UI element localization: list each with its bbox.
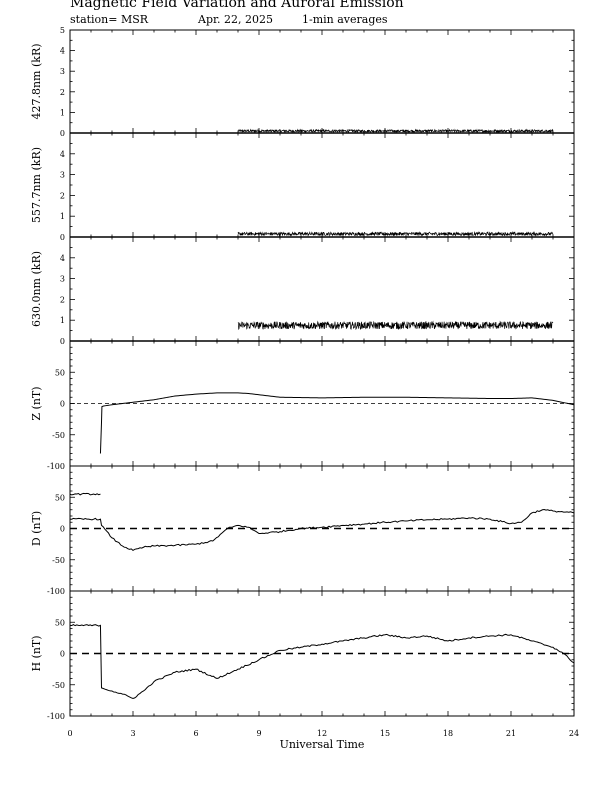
y-tick-label: 2 <box>60 191 65 200</box>
y-tick-label: 2 <box>60 88 65 97</box>
y-tick-label: 2 <box>60 295 65 304</box>
y-tick-label: 50 <box>55 493 65 502</box>
y-tick-label: 0 <box>60 233 65 242</box>
averaging-label: 1-min averages <box>302 13 388 26</box>
series-line-H-0 <box>69 624 575 700</box>
y-axis-label-H: H (nT) <box>30 635 43 671</box>
panel-frame-427.8nm <box>69 29 575 134</box>
y-tick-label: 3 <box>60 171 65 180</box>
y-tick-label: 0 <box>60 650 65 659</box>
y-tick-label: 0 <box>60 400 65 409</box>
chart-title: Magnetic Field Variation and Auroral Emi… <box>70 0 404 11</box>
x-tick-label: 0 <box>67 729 72 738</box>
y-tick-label: 1 <box>60 316 65 325</box>
x-tick-label: 6 <box>193 729 198 738</box>
x-tick-label: 24 <box>569 729 579 738</box>
y-tick-label: -100 <box>47 462 65 471</box>
x-axis-label: Universal Time <box>280 738 365 751</box>
series-line-557.7nm-0 <box>237 230 554 237</box>
y-tick-label: 0 <box>60 129 65 138</box>
y-tick-label: -50 <box>52 681 65 690</box>
y-tick-label: 0 <box>60 337 65 346</box>
y-tick-label: 1 <box>60 212 65 221</box>
y-axis-label-Z: Z (nT) <box>30 386 43 420</box>
series-line-Z-0 <box>99 392 575 454</box>
series-line-D-1 <box>69 508 575 551</box>
x-tick-label: 9 <box>256 729 261 738</box>
y-tick-label: 50 <box>55 368 65 377</box>
x-tick-label: 21 <box>506 729 516 738</box>
y-tick-label: 1 <box>60 108 65 117</box>
date-label: Apr. 22, 2025 <box>198 13 274 26</box>
y-tick-label: -50 <box>52 431 65 440</box>
series-line-D-0 <box>69 492 101 496</box>
station-label: station= MSR <box>70 13 149 26</box>
x-tick-label: 15 <box>380 729 390 738</box>
series-line-630.0nm-0 <box>237 320 554 331</box>
chart-subtitle: station= MSR Apr. 22, 2025 1-min average… <box>0 13 612 27</box>
y-tick-label: 4 <box>60 47 65 56</box>
y-tick-label: 3 <box>60 275 65 284</box>
y-tick-label: 0 <box>60 525 65 534</box>
x-tick-label: 3 <box>130 729 135 738</box>
y-axis-label-D: D (nT) <box>30 511 43 546</box>
y-tick-label: -50 <box>52 556 65 565</box>
y-tick-label: -100 <box>47 712 65 721</box>
y-axis-label-630.0nm: 630.0nm (kR) <box>30 251 43 327</box>
y-tick-label: 4 <box>60 254 65 263</box>
y-tick-label: -100 <box>47 587 65 596</box>
series-line-427.8nm-0 <box>237 128 554 134</box>
y-tick-label: 50 <box>55 618 65 627</box>
y-axis-label-557.7nm: 557.7nm (kR) <box>30 147 43 223</box>
y-tick-label: 5 <box>60 26 65 35</box>
y-tick-label: 4 <box>60 150 65 159</box>
y-tick-label: 3 <box>60 67 65 76</box>
y-axis-label-427.8nm: 427.8nm (kR) <box>30 43 43 119</box>
x-tick-label: 18 <box>443 729 453 738</box>
panel-frame-557.7nm <box>69 132 575 238</box>
x-tick-label: 12 <box>317 729 327 738</box>
